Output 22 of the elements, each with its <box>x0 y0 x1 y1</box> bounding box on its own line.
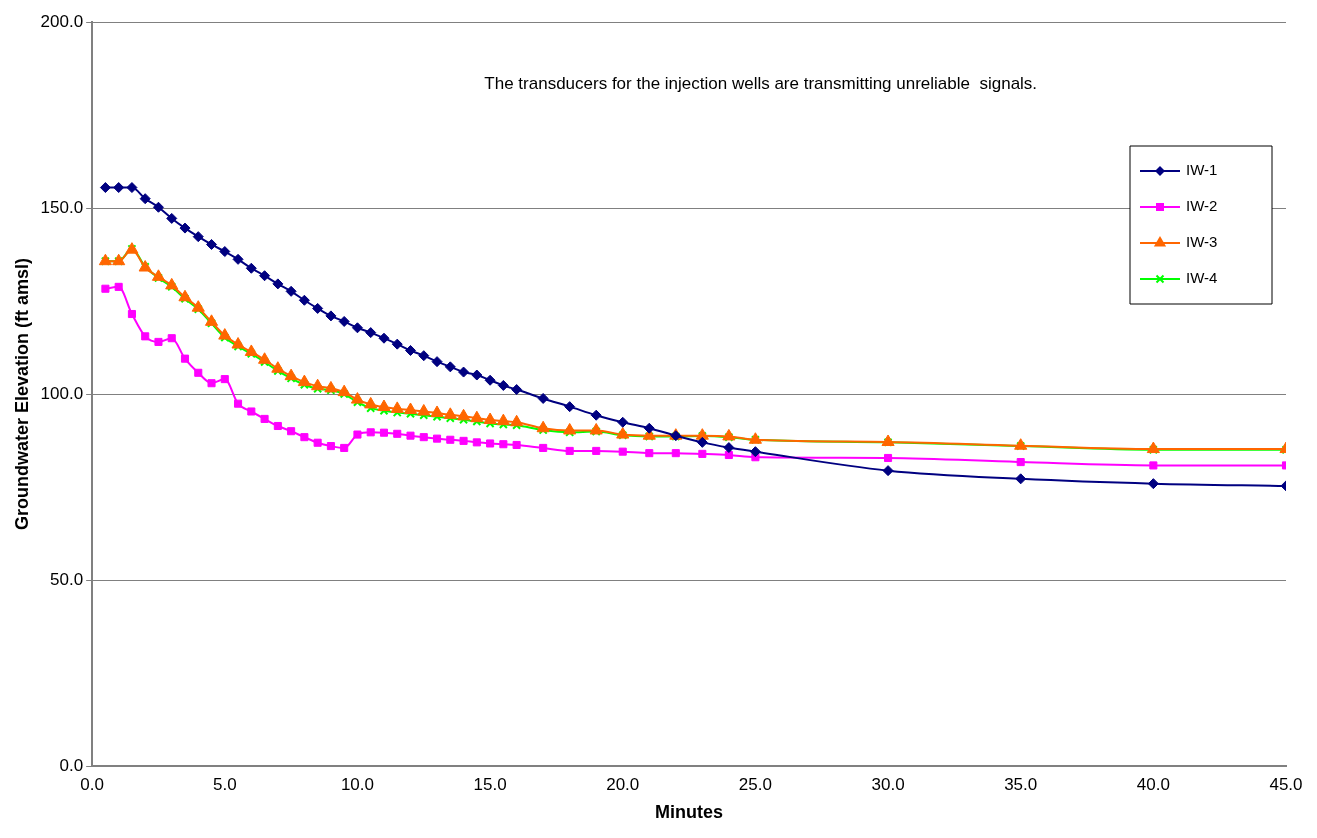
x-axis-title: Minutes <box>655 802 724 823</box>
y-tick-label: 150.0 <box>40 197 84 217</box>
legend-label: IW-1 <box>1186 161 1218 179</box>
legend-label: IW-4 <box>1186 269 1218 287</box>
x-tick-label: 35.0 <box>1004 774 1038 794</box>
annotation: The transducers for the injection wells are transmitting unreliable signals. <box>484 73 1038 93</box>
y-axis-title: Groundwater Elevation (ft amsl) <box>11 257 32 531</box>
y-tick-label: 50.0 <box>50 569 84 589</box>
x-tick-label: 15.0 <box>473 774 507 794</box>
x-tick-label: 45.0 <box>1269 774 1303 794</box>
y-tick-label: 0.0 <box>59 755 84 775</box>
x-tick-label: 30.0 <box>871 774 905 794</box>
x-tick-label: 5.0 <box>212 774 237 794</box>
x-tick-label: 10.0 <box>340 774 374 794</box>
legend-label: IW-3 <box>1186 233 1218 251</box>
y-tick-label: 200.0 <box>40 11 84 31</box>
x-tick-label: 40.0 <box>1136 774 1170 794</box>
x-tick-label: 20.0 <box>606 774 640 794</box>
y-tick-label: 100.0 <box>40 383 84 403</box>
x-tick-label: 0.0 <box>80 774 104 794</box>
legend-label: IW-2 <box>1186 197 1218 215</box>
x-tick-label: 25.0 <box>738 774 772 794</box>
